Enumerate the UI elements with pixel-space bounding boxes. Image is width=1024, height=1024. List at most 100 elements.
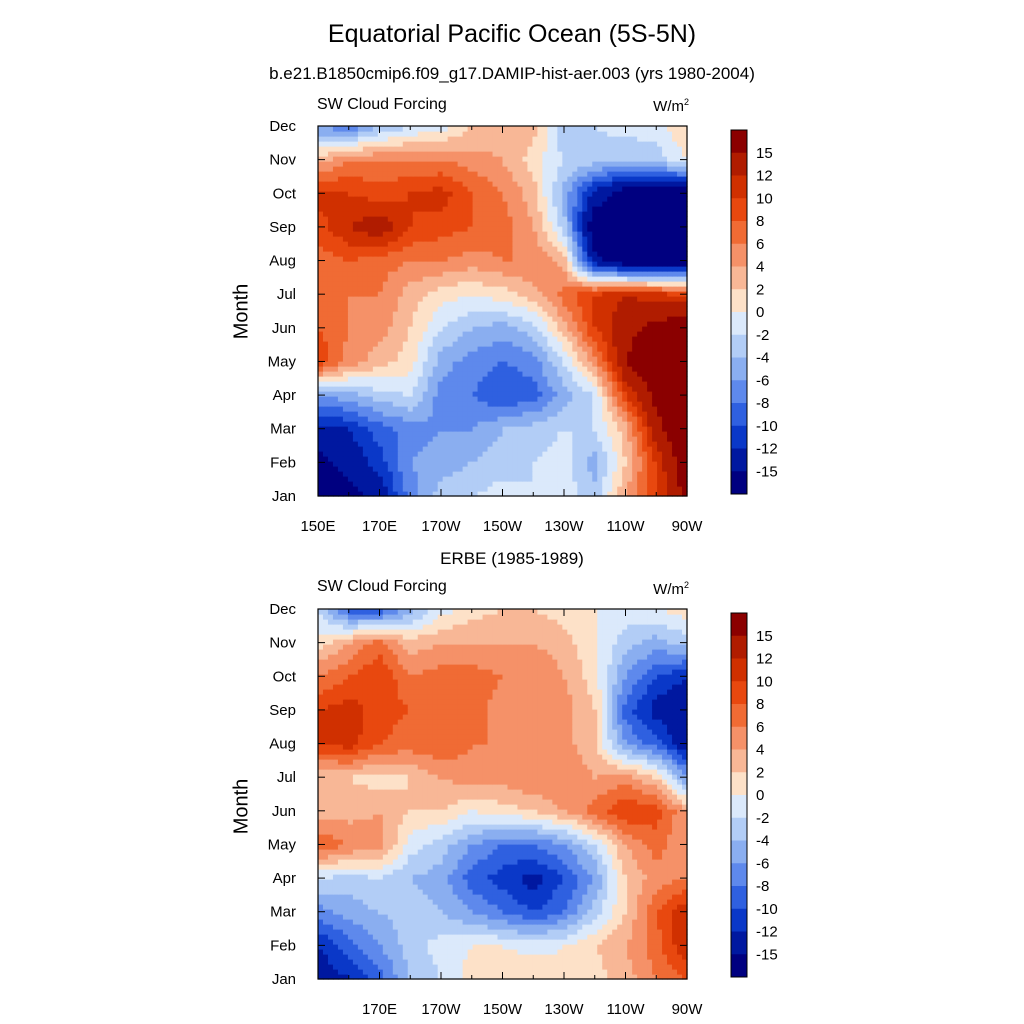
heatmap-cell — [372, 371, 379, 377]
heatmap-cell — [322, 226, 329, 232]
heatmap-cell — [652, 266, 658, 272]
heatmap-cell — [617, 186, 623, 192]
heatmap-cell — [462, 411, 469, 417]
heatmap-cell — [642, 471, 648, 477]
heatmap-cell — [407, 176, 414, 182]
heatmap-cell — [667, 226, 673, 232]
heatmap-cell — [582, 336, 588, 342]
heatmap-cell — [452, 276, 459, 282]
heatmap-cell — [362, 226, 369, 232]
heatmap-cell — [318, 201, 324, 207]
heatmap-cell — [682, 361, 688, 367]
heatmap-cell — [442, 276, 449, 282]
heatmap-cell — [322, 266, 329, 272]
heatmap-cell — [602, 346, 608, 352]
heatmap-cell — [517, 186, 524, 192]
heatmap-cell — [387, 181, 394, 187]
heatmap-cell — [412, 306, 419, 312]
heatmap-cell — [622, 451, 628, 457]
heatmap-cell — [507, 326, 514, 332]
heatmap-cell — [432, 236, 439, 242]
heatmap-cell — [318, 381, 324, 387]
heatmap-cell — [667, 341, 673, 347]
heatmap-cell — [602, 486, 608, 492]
heatmap-cell — [527, 386, 534, 392]
heatmap-cell — [332, 161, 339, 167]
heatmap-cell — [492, 231, 499, 237]
heatmap-cell — [512, 311, 519, 317]
heatmap-cell — [647, 256, 653, 262]
heatmap-cell — [467, 366, 474, 372]
heatmap-cell — [492, 451, 499, 457]
heatmap-cell — [337, 321, 344, 327]
heatmap-cell — [477, 341, 484, 347]
heatmap-cell — [427, 191, 434, 197]
heatmap-cell — [532, 456, 539, 462]
heatmap-cell — [467, 256, 474, 262]
heatmap-cell — [532, 396, 539, 402]
heatmap-cell — [492, 336, 499, 342]
heatmap-cell — [602, 171, 608, 177]
heatmap-cell — [437, 166, 444, 172]
heatmap-cell — [502, 381, 509, 387]
heatmap-cell — [357, 251, 364, 257]
heatmap-cell — [442, 196, 449, 202]
heatmap-cell — [617, 441, 623, 447]
heatmap-cell — [672, 391, 678, 397]
heatmap-cell — [422, 451, 429, 457]
heatmap-cell — [437, 451, 444, 457]
heatmap-cell — [367, 456, 374, 462]
heatmap-cell — [472, 401, 479, 407]
heatmap-cell — [572, 446, 578, 452]
heatmap-cell — [427, 206, 434, 212]
heatmap-cell — [547, 271, 553, 277]
heatmap-cell — [347, 321, 354, 327]
heatmap-cell — [592, 406, 598, 412]
heatmap-cell — [602, 481, 608, 487]
heatmap-cell — [422, 491, 429, 497]
heatmap-cell — [682, 206, 688, 212]
heatmap-cell — [557, 476, 563, 482]
heatmap-cell — [597, 236, 603, 242]
heatmap-cell — [617, 351, 623, 357]
heatmap-cell — [347, 401, 354, 407]
heatmap-cell — [417, 186, 424, 192]
heatmap-cell — [652, 311, 658, 317]
heatmap-cell — [622, 476, 628, 482]
heatmap-cell — [342, 366, 349, 372]
heatmap-cell — [502, 406, 509, 412]
heatmap-cell — [382, 371, 389, 377]
heatmap-cell — [357, 461, 364, 467]
heatmap-cell — [427, 186, 434, 192]
heatmap-cell — [587, 451, 593, 457]
heatmap-cell — [477, 166, 484, 172]
heatmap-cell — [622, 191, 628, 197]
heatmap-cell — [432, 221, 439, 227]
heatmap-cell — [387, 231, 394, 237]
heatmap-cell — [427, 296, 434, 302]
heatmap-cell — [442, 191, 449, 197]
heatmap-cell — [617, 306, 623, 312]
heatmap-cell — [662, 296, 668, 302]
heatmap-cell — [337, 461, 344, 467]
heatmap-cell — [677, 206, 683, 212]
heatmap-cell — [662, 386, 668, 392]
heatmap-cell — [547, 161, 553, 167]
heatmap-cell — [602, 286, 608, 292]
heatmap-cell — [617, 411, 623, 417]
heatmap-cell — [342, 201, 349, 207]
heatmap-cell — [352, 306, 359, 312]
heatmap-cell — [322, 396, 329, 402]
heatmap-cell — [417, 216, 424, 222]
heatmap-cell — [417, 371, 424, 377]
heatmap-cell — [532, 416, 539, 422]
heatmap-cell — [637, 361, 643, 367]
heatmap-cell — [442, 371, 449, 377]
heatmap-cell — [617, 371, 623, 377]
heatmap-cell — [532, 281, 539, 287]
heatmap-cell — [387, 466, 394, 472]
heatmap-cell — [402, 301, 409, 307]
heatmap-cell — [327, 326, 334, 332]
heatmap-cell — [457, 181, 464, 187]
heatmap-cell — [672, 361, 678, 367]
